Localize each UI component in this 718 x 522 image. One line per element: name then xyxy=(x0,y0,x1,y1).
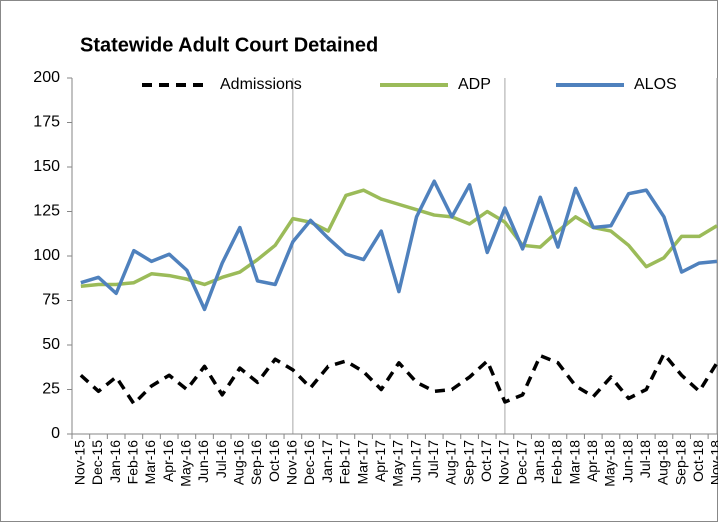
y-tick-label: 125 xyxy=(33,203,60,220)
x-tick-label: Jun-16 xyxy=(195,440,211,483)
legend-label: ALOS xyxy=(634,76,677,93)
x-tick-label: Aug-17 xyxy=(443,440,459,485)
x-tick-label: Apr-17 xyxy=(372,440,388,482)
x-tick-label: Oct-16 xyxy=(266,440,282,482)
x-tick-label: Mar-16 xyxy=(142,440,158,485)
x-tick-label: Oct-17 xyxy=(478,440,494,482)
x-tick-label: Dec-15 xyxy=(89,440,105,485)
x-tick-label: Dec-16 xyxy=(301,440,317,485)
x-tick-label: May-17 xyxy=(390,440,406,487)
legend-label: ADP xyxy=(458,76,491,93)
x-tick-label: Nov-16 xyxy=(284,440,300,485)
x-tick-label: Aug-16 xyxy=(231,440,247,485)
x-tick-label: Dec-17 xyxy=(513,440,529,485)
x-tick-label: Feb-17 xyxy=(337,440,353,485)
legend-label: Admissions xyxy=(220,76,302,93)
y-tick-label: 150 xyxy=(33,158,60,175)
x-tick-label: Oct-18 xyxy=(690,440,706,482)
x-tick-label: Apr-18 xyxy=(584,440,600,482)
x-tick-label: Jan-18 xyxy=(531,440,547,483)
x-tick-label: Feb-18 xyxy=(549,440,565,485)
series-line xyxy=(80,179,718,312)
y-tick-label: 175 xyxy=(33,114,60,131)
x-tick-label: Sep-18 xyxy=(672,440,688,485)
x-tick-label: Feb-16 xyxy=(125,440,141,485)
x-tick-label: Aug-18 xyxy=(655,440,671,485)
x-tick-label: Nov-18 xyxy=(708,440,718,485)
x-tick-label: Jan-17 xyxy=(319,440,335,483)
x-tick-label: Apr-16 xyxy=(160,440,176,482)
x-tick-label: Jul-18 xyxy=(637,440,653,478)
y-tick-label: 200 xyxy=(33,69,60,86)
y-tick-label: 75 xyxy=(42,292,60,309)
x-tick-label: Sep-17 xyxy=(460,440,476,485)
x-tick-label: Nov-15 xyxy=(72,440,88,485)
series-line xyxy=(79,352,718,406)
x-tick-label: Mar-18 xyxy=(566,440,582,485)
y-tick-label: 0 xyxy=(51,425,60,442)
chart-title: Statewide Adult Court Detained xyxy=(80,34,378,56)
x-tick-label: Jul-17 xyxy=(425,440,441,478)
x-tick-label: Jun-17 xyxy=(407,440,423,483)
x-tick-label: May-16 xyxy=(178,440,194,487)
series-line xyxy=(80,188,718,289)
y-tick-label: 25 xyxy=(42,381,60,398)
x-tick-label: Sep-16 xyxy=(248,440,264,485)
x-tick-label: Mar-17 xyxy=(354,440,370,485)
x-tick-label: Jun-18 xyxy=(619,440,635,483)
x-tick-label: Jul-16 xyxy=(213,440,229,478)
y-tick-label: 100 xyxy=(33,247,60,264)
x-tick-label: Jan-16 xyxy=(107,440,123,483)
x-tick-label: May-18 xyxy=(602,440,618,487)
x-tick-label: Nov-17 xyxy=(496,440,512,485)
y-tick-label: 50 xyxy=(42,336,60,353)
